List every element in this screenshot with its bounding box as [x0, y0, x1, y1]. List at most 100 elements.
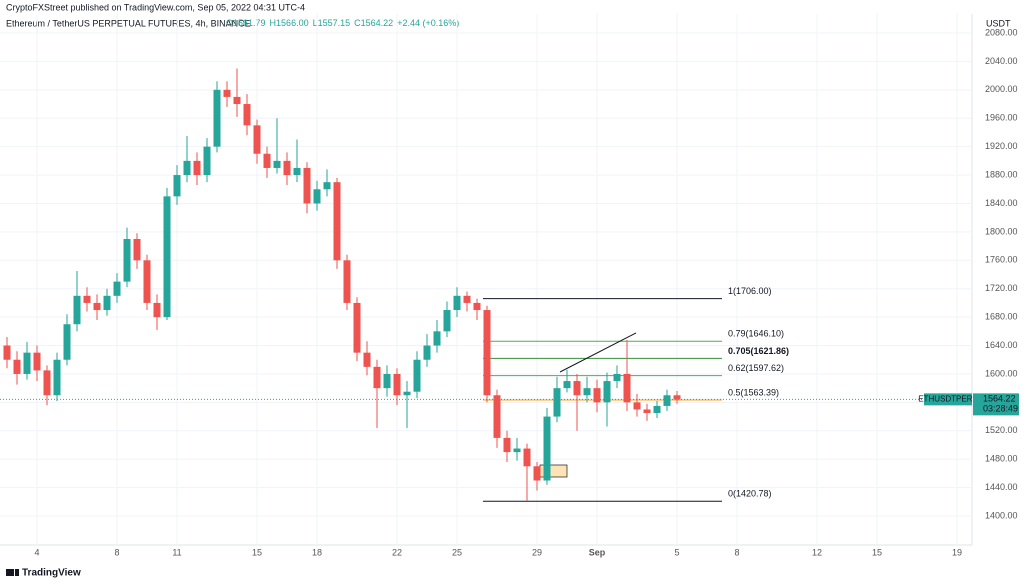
candle-body — [443, 310, 451, 332]
candle-body — [423, 345, 431, 360]
fib-label: 0.5(1563.39) — [728, 387, 779, 397]
candle-body — [563, 381, 571, 389]
ohlc-value: O1561.79 — [226, 18, 266, 28]
symbol-tag — [924, 393, 972, 406]
candle-body — [503, 437, 511, 453]
candle-body — [213, 89, 221, 147]
candle-body — [493, 395, 501, 438]
candle-body — [113, 281, 121, 296]
candle-body — [173, 175, 181, 197]
candle-body — [153, 302, 161, 318]
candle-body — [133, 238, 141, 261]
y-tick-label: 1960.00 — [985, 113, 1018, 123]
candle-body — [23, 352, 31, 374]
fib-label: 0(1420.78) — [728, 489, 772, 499]
symbol-tag-text: ETHUSDTPERP — [918, 394, 978, 403]
candle-body — [613, 373, 621, 382]
y-tick-label: 1760.00 — [985, 255, 1018, 265]
y-tick-label: 1440.00 — [985, 482, 1018, 492]
symbol-line: Ethereum / TetherUS PERPETUAL FUTURES, 4… — [6, 18, 251, 28]
candle-body — [623, 373, 631, 403]
candle-body — [383, 373, 391, 389]
candle-body — [333, 182, 341, 261]
candle-body — [353, 302, 361, 353]
ohlc-value: C1564.22 — [354, 18, 393, 28]
candle-body — [103, 295, 111, 311]
candle-body — [43, 370, 51, 396]
candle-body — [523, 448, 531, 467]
y-tick-label: 1800.00 — [985, 226, 1018, 236]
candle-body — [513, 448, 521, 453]
y-tick-label: 1920.00 — [985, 141, 1018, 151]
candle-body — [453, 295, 461, 311]
ohlc-value: L1557.15 — [313, 18, 351, 28]
candle-body — [253, 125, 261, 154]
price-tag-text: 1564.22 — [983, 394, 1016, 404]
y-tick-label: 1840.00 — [985, 198, 1018, 208]
candle-body — [313, 189, 321, 204]
candle-body — [543, 416, 551, 481]
fib-label: 0.62(1597.62) — [728, 363, 784, 373]
fib-label: 1(1706.00) — [728, 286, 772, 296]
price-tag — [973, 393, 1019, 416]
candle-body — [263, 153, 271, 168]
candle-body — [323, 182, 331, 190]
candle-body — [643, 409, 651, 414]
candle-body — [473, 302, 481, 311]
candle-body — [293, 167, 301, 176]
candle-body — [283, 160, 291, 176]
x-tick-label: 25 — [452, 547, 462, 557]
x-tick-label: 19 — [952, 547, 962, 557]
candle-body — [633, 402, 641, 410]
axes: 1400.001440.001480.001520.001560.001600.… — [34, 27, 1017, 557]
x-tick-label: 15 — [252, 547, 262, 557]
ohlc-value: H1566.00 — [270, 18, 309, 28]
candle-body — [3, 345, 11, 360]
candle-body — [223, 89, 231, 97]
y-tick-label: 2080.00 — [985, 27, 1018, 37]
candle-body — [123, 238, 131, 282]
y-tick-label: 2000.00 — [985, 84, 1018, 94]
y-tick-label: 2040.00 — [985, 56, 1018, 66]
candle-body — [463, 295, 471, 303]
candle-body — [63, 324, 71, 360]
candle-body — [673, 395, 681, 400]
y-tick-label: 1680.00 — [985, 312, 1018, 322]
candle-body — [53, 359, 61, 396]
candle-body — [403, 391, 411, 396]
candle-body — [393, 373, 401, 396]
x-tick-label: 8 — [114, 547, 119, 557]
candle-body — [363, 352, 371, 367]
x-tick-label: 11 — [172, 547, 181, 557]
candle-body — [243, 104, 251, 126]
y-tick-label: 1600.00 — [985, 368, 1018, 378]
ohlc-line: O1561.79 H1566.00 L1557.15 C1564.22 +2.44 (+… — [226, 18, 459, 28]
candle-body — [603, 381, 611, 403]
candle-body — [663, 395, 671, 406]
candle-body — [413, 359, 421, 392]
candle-body — [183, 160, 191, 176]
x-tick-label: 8 — [734, 547, 739, 557]
y-tick-label: 1480.00 — [985, 454, 1018, 464]
x-tick-label: Sep — [589, 547, 606, 557]
candle-body — [33, 352, 41, 371]
candle-body — [483, 310, 491, 396]
x-tick-label: 22 — [392, 547, 402, 557]
candle-body — [93, 302, 101, 311]
candle-body — [653, 405, 661, 414]
x-tick-label: 29 — [532, 547, 542, 557]
x-tick-label: 12 — [812, 547, 822, 557]
x-tick-label: 15 — [872, 547, 882, 557]
ohlc-value: +2.44 (+0.16%) — [397, 18, 459, 28]
candle-body — [373, 366, 381, 389]
candle-body — [143, 260, 151, 303]
candle-body — [343, 260, 351, 303]
candle-body — [433, 331, 441, 346]
candle-body — [163, 196, 171, 318]
trend-line — [559, 332, 637, 373]
candle-body — [303, 167, 311, 204]
candle-body — [193, 160, 201, 176]
x-tick-label: 5 — [674, 547, 679, 557]
published-line: CryptoFXStreet published on TradingView.… — [6, 2, 305, 12]
